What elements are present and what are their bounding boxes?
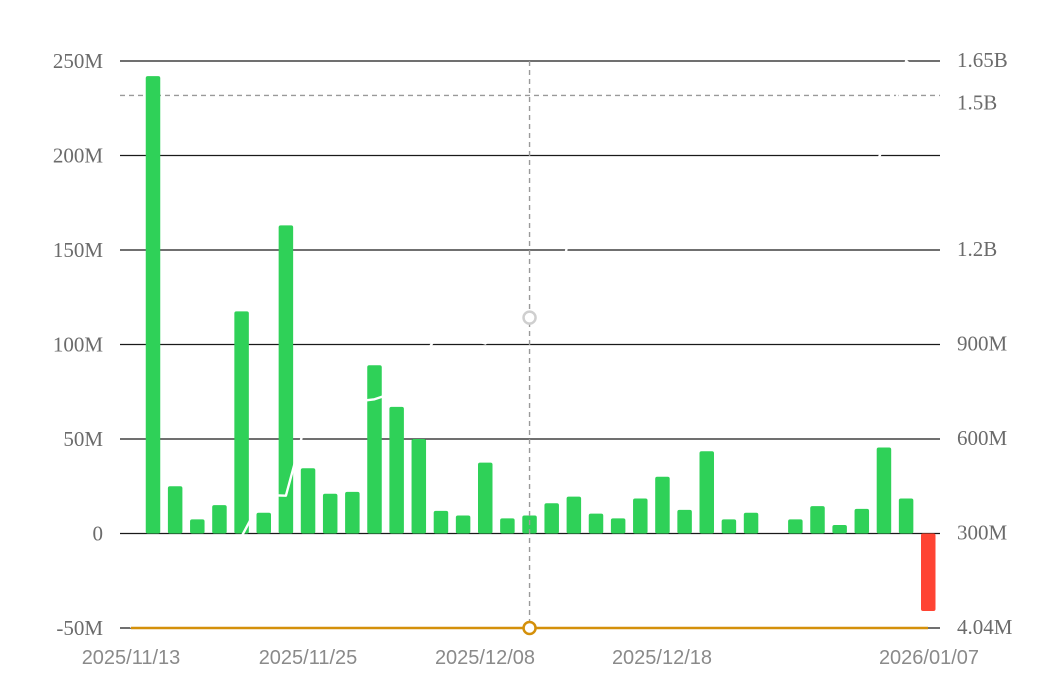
right-tick-label: 1.65B	[957, 48, 1008, 72]
bar	[699, 451, 714, 534]
bar	[832, 524, 847, 534]
bar	[633, 498, 648, 534]
right-tick-label: 1.2B	[957, 237, 997, 261]
bar	[322, 493, 338, 534]
bar	[190, 519, 205, 534]
bar	[921, 533, 936, 611]
bar	[655, 476, 670, 534]
x-tick-label: 2025/11/13	[82, 647, 181, 669]
right-tick-label: 4.04M	[957, 615, 1013, 639]
x-tick-label: 2025/12/08	[435, 647, 535, 669]
bar	[500, 518, 515, 534]
left-axis-ticks: 250M 200M 150M 100M 50M 0 -50M	[53, 49, 104, 640]
bar	[455, 515, 471, 534]
bar	[300, 468, 316, 534]
left-tick-label: 100M	[53, 333, 104, 357]
x-tick-label: 2026/01/07	[879, 647, 979, 669]
bar	[677, 509, 692, 534]
bar	[411, 439, 427, 534]
bar	[610, 518, 626, 534]
bar	[566, 496, 582, 534]
bar	[212, 505, 227, 534]
x-axis-ticks: 2025/11/13 2025/11/25 2025/12/08 2025/12/18…	[82, 647, 979, 669]
bar	[345, 491, 360, 534]
bar	[588, 513, 604, 534]
left-tick-label: 250M	[53, 49, 104, 73]
bar	[854, 508, 870, 534]
bar-series	[145, 76, 936, 611]
crosshair-point-line	[522, 310, 537, 325]
left-tick-label: 0	[93, 522, 104, 546]
bar	[389, 406, 404, 534]
bar	[898, 498, 914, 534]
left-tick-label: 50M	[63, 427, 103, 451]
right-tick-label: 300M	[957, 521, 1008, 545]
bar	[721, 519, 737, 534]
right-tick-label: 600M	[957, 426, 1008, 450]
bar	[743, 512, 759, 534]
left-tick-label: -50M	[56, 616, 103, 640]
bar	[145, 76, 161, 534]
bar	[788, 519, 803, 534]
bar	[256, 512, 271, 534]
left-tick-label: 200M	[53, 144, 104, 168]
bar	[278, 225, 294, 534]
crosshair-point-bottom	[522, 620, 537, 636]
right-tick-label: 1.5B	[957, 91, 997, 115]
bar	[876, 447, 892, 534]
bar	[810, 506, 825, 534]
x-tick-label: 2025/11/25	[259, 647, 358, 669]
right-tick-label: 900M	[957, 332, 1008, 356]
cumulative-line	[129, 59, 930, 629]
right-axis-ticks: 1.65B 1.5B 1.2B 900M 600M 300M 4.04M	[957, 48, 1013, 639]
x-tick-label: 2025/12/18	[612, 647, 712, 669]
bar	[544, 503, 559, 534]
bar	[367, 365, 382, 534]
bar	[234, 311, 249, 534]
left-tick-label: 150M	[53, 238, 104, 262]
bar	[478, 462, 493, 534]
bar	[433, 510, 449, 534]
hover-overlay	[522, 61, 537, 636]
bar	[167, 486, 183, 534]
